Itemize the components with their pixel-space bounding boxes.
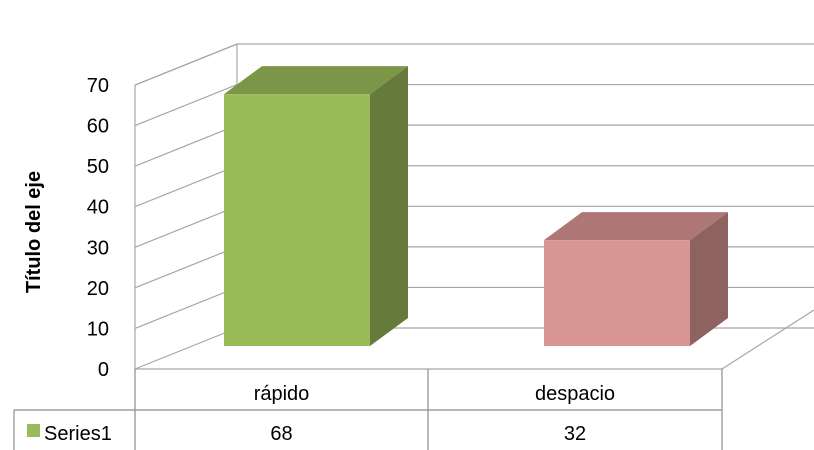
y-axis-title: Título del eje [23,171,45,293]
gridline-70 [134,43,814,86]
bar-side-face [370,66,408,347]
floor-left-edge [134,327,238,370]
y-tick-label: 20 [87,278,109,300]
y-tick-label: 70 [87,75,109,97]
bar [544,212,728,346]
table-category-label: rápido [254,383,310,405]
bars [224,66,728,347]
table-value-cell: 32 [564,423,586,445]
y-tick-label: 0 [98,359,109,381]
bar [224,66,408,347]
table-category-label: despacio [535,383,615,405]
bar-side-face [690,212,728,346]
bar-front-face [224,94,370,347]
table-value-cell: 68 [270,423,292,445]
legend-key [27,424,40,437]
floor-right-edge [721,309,814,370]
y-tick-label: 60 [87,116,109,138]
table-series-name: Series1 [44,423,112,445]
y-tick-label: 50 [87,156,109,178]
bar-top-face [544,212,728,241]
y-axis-ticks: 0 10 20 30 40 50 60 70 [87,75,109,381]
bar-top-face [224,66,408,95]
y-tick-label: 30 [87,237,109,259]
y-tick-label: 10 [87,318,109,340]
bar-front-face [544,240,690,346]
data-table: rápido 68 despacio 32 Series1 [13,369,723,450]
y-tick-label: 40 [87,197,109,219]
